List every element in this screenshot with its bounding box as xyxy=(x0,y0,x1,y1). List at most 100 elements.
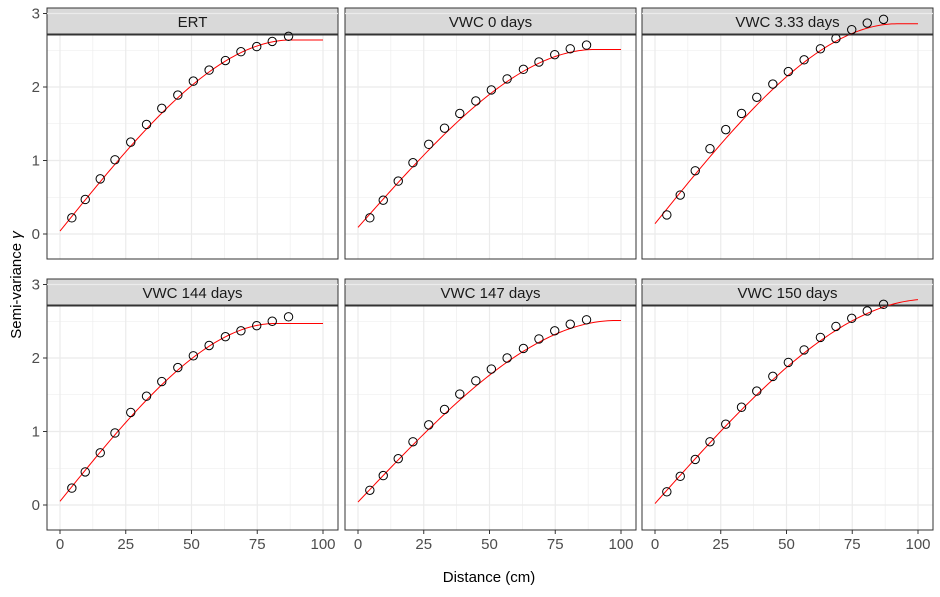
data-point xyxy=(455,108,465,119)
panel-border xyxy=(46,305,339,531)
data-point xyxy=(126,407,136,418)
data-point xyxy=(204,340,214,351)
panel-border xyxy=(344,34,637,260)
x-tick-label: 75 xyxy=(547,536,564,553)
y-tick-label: 0 xyxy=(32,226,40,243)
data-point xyxy=(173,362,183,373)
data-point xyxy=(252,320,262,331)
data-point xyxy=(236,47,246,57)
data-point xyxy=(675,190,685,200)
data-point xyxy=(220,55,231,66)
y-tick-label: 3 xyxy=(32,6,40,23)
panel-2: VWC 0 days xyxy=(344,7,637,260)
y-axis-title-symbol: γ xyxy=(8,230,25,239)
data-point xyxy=(267,36,277,47)
data-point xyxy=(67,483,77,493)
panel-title: ERT xyxy=(178,14,208,31)
data-point xyxy=(110,428,120,438)
y-tick-label: 3 xyxy=(32,277,40,294)
data-point xyxy=(378,470,388,481)
data-point xyxy=(126,137,136,147)
data-point xyxy=(204,65,214,75)
panel-border xyxy=(641,305,934,531)
x-tick-label: 0 xyxy=(56,536,64,553)
data-point xyxy=(815,44,826,54)
data-point xyxy=(393,453,403,464)
data-point xyxy=(157,376,167,387)
panel-title: VWC 0 days xyxy=(449,14,532,31)
data-point xyxy=(862,306,872,316)
data-point xyxy=(690,454,700,465)
data-point xyxy=(518,64,529,75)
data-point xyxy=(815,332,826,343)
data-point xyxy=(705,437,715,447)
panel-background xyxy=(642,306,933,530)
x-tick-label: 25 xyxy=(117,536,134,553)
data-point xyxy=(878,14,889,25)
data-point xyxy=(80,467,90,477)
data-point xyxy=(518,343,529,354)
data-point xyxy=(408,158,418,168)
x-tick-label: 50 xyxy=(481,536,498,553)
data-point xyxy=(831,33,841,44)
data-point xyxy=(486,364,497,374)
panel-strip xyxy=(344,278,637,306)
x-tick-label: 0 xyxy=(651,536,659,553)
data-point xyxy=(424,420,434,430)
data-point xyxy=(799,345,809,355)
panel-border xyxy=(46,34,339,260)
data-point xyxy=(393,176,403,186)
data-point xyxy=(486,85,497,95)
data-point xyxy=(188,351,199,361)
x-tick-label: 100 xyxy=(905,536,930,553)
data-point xyxy=(721,419,731,429)
data-point xyxy=(534,57,544,67)
data-point xyxy=(220,331,231,342)
data-point xyxy=(878,299,889,310)
data-point xyxy=(705,144,715,154)
data-point xyxy=(783,357,794,368)
panel-background xyxy=(47,35,338,259)
panel-strip xyxy=(46,278,339,306)
data-point xyxy=(439,123,450,133)
data-point xyxy=(141,119,152,130)
data-point xyxy=(862,18,872,28)
data-point xyxy=(736,108,747,119)
data-point xyxy=(267,316,277,326)
data-point xyxy=(378,195,388,205)
x-tick-label: 25 xyxy=(415,536,432,553)
data-point xyxy=(550,49,560,60)
data-point xyxy=(141,391,152,401)
data-point xyxy=(752,386,762,396)
x-tick-label: 100 xyxy=(310,536,335,553)
data-point xyxy=(471,376,481,386)
y-tick-label: 0 xyxy=(32,497,40,514)
x-tick-label: 75 xyxy=(249,536,266,553)
data-point xyxy=(236,326,246,336)
panel-title: VWC 3.33 days xyxy=(735,14,839,31)
panel-background xyxy=(345,35,636,259)
data-point xyxy=(80,194,90,205)
data-point xyxy=(847,24,857,35)
x-tick-label: 25 xyxy=(712,536,729,553)
x-tick-label: 100 xyxy=(608,536,633,553)
y-tick-label: 2 xyxy=(32,350,40,367)
data-point xyxy=(502,353,512,363)
data-point xyxy=(662,487,672,497)
data-point xyxy=(455,389,465,399)
x-tick-label: 75 xyxy=(844,536,861,553)
data-point xyxy=(799,55,809,65)
data-point xyxy=(736,402,747,412)
data-point xyxy=(471,96,481,106)
data-point xyxy=(110,155,120,165)
fit-line xyxy=(654,23,918,225)
panel-1: ERT 0 1 2 3 xyxy=(32,6,339,260)
data-point xyxy=(831,321,841,332)
data-point xyxy=(783,66,794,77)
panel-3: VWC 3.33 days xyxy=(641,7,934,260)
panel-background xyxy=(345,306,636,530)
panel-strip xyxy=(344,7,637,35)
data-point xyxy=(67,213,77,223)
data-point xyxy=(173,90,183,100)
x-tick-label: 50 xyxy=(778,536,795,553)
